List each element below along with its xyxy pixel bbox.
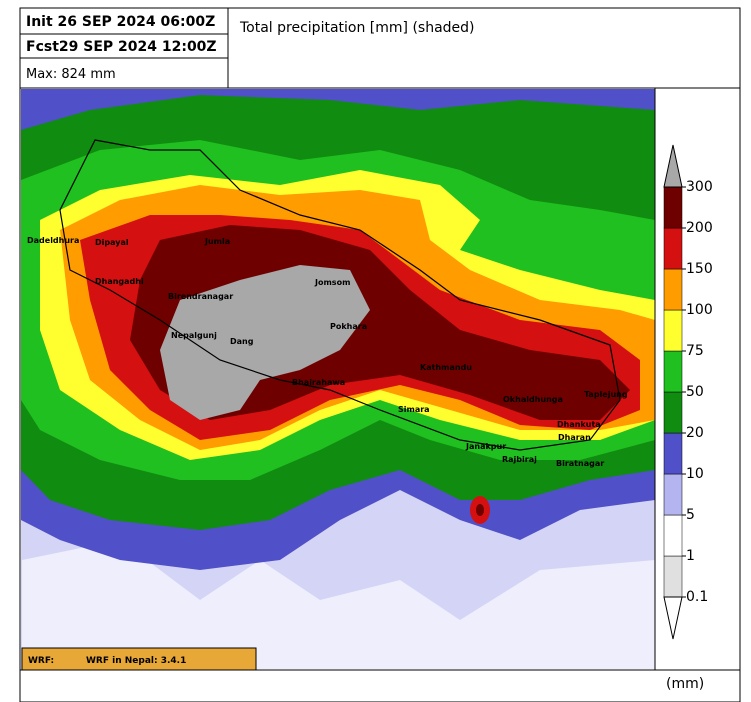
colorbar-tick-label: 50	[686, 384, 704, 400]
city-label: Bhairahawa	[292, 378, 345, 387]
colorbar-band	[663, 473, 683, 516]
header-box	[19, 7, 741, 89]
bottom-frame	[19, 669, 741, 702]
colorbar: 0.1 1 5 10 20 50 75 100 150 200 300	[663, 144, 713, 640]
city-label: Dadeldhura	[27, 236, 79, 245]
colorbar-tick-label: 1	[686, 548, 695, 564]
city-label: Birendranagar	[168, 292, 233, 301]
colorbar-band	[663, 514, 683, 557]
city-label: Pokhara	[330, 322, 367, 331]
colorbar-band	[663, 350, 683, 393]
city-label: Dipayal	[95, 238, 129, 247]
city-label: Taplejung	[584, 390, 628, 399]
city-label: Janakpur	[465, 442, 506, 451]
colorbar-band	[663, 432, 683, 475]
colorbar-tick-label: 10	[686, 466, 704, 482]
city-label: Dang	[230, 337, 254, 346]
colorbar-tick-label: 150	[686, 261, 713, 277]
colorbar-tick-label: 20	[686, 425, 704, 441]
colorbar-tick-label: 100	[686, 302, 713, 318]
city-label: Biratnagar	[556, 459, 604, 468]
colorbar-band	[663, 227, 683, 270]
city-label: Simara	[398, 405, 430, 414]
colorbar-band	[663, 391, 683, 434]
colorbar-tick-label: 300	[686, 179, 713, 195]
colorbar-panel	[654, 87, 741, 671]
colorbar-band	[663, 309, 683, 352]
forecast-time: Fcst29 SEP 2024 12:00Z	[26, 39, 217, 55]
city-label: Dhangadhi	[95, 277, 144, 286]
colorbar-band	[663, 186, 683, 229]
colorbar-band	[663, 555, 683, 598]
city-label: Okhaldhunga	[503, 395, 563, 404]
city-label: Jomsom	[314, 278, 350, 287]
city-label: Rajbiraj	[502, 455, 537, 464]
init-time: Init 26 SEP 2024 06:00Z	[26, 14, 215, 30]
city-label: Dharan	[558, 433, 591, 442]
colorbar-tick-label: 200	[686, 220, 713, 236]
max-value: Max: 824 mm	[26, 67, 116, 82]
city-label: Kathmandu	[420, 363, 472, 372]
field-title: Total precipitation [mm] (shaded)	[239, 20, 475, 36]
precip-field	[21, 89, 655, 669]
colorbar-tick-label: 75	[686, 343, 704, 359]
city-label: Nepalgunj	[171, 331, 217, 340]
city-labels: Dadeldhura Dipayal Jumla Dhangadhi Biren…	[27, 236, 628, 468]
colorbar-tick-label: 0.1	[686, 589, 708, 605]
colorbar-band	[663, 268, 683, 311]
footer-version: WRF in Nepal: 3.4.1	[86, 656, 186, 666]
footer-label: WRF:	[28, 656, 54, 666]
colorbar-tick-label: 5	[686, 507, 695, 523]
city-label: Dhankuta	[557, 420, 601, 429]
city-label: Jumla	[204, 237, 230, 246]
colorbar-under	[663, 596, 683, 640]
colorbar-over	[663, 144, 683, 188]
nepal-border	[59, 139, 621, 451]
colorbar-unit: (mm)	[666, 676, 704, 692]
